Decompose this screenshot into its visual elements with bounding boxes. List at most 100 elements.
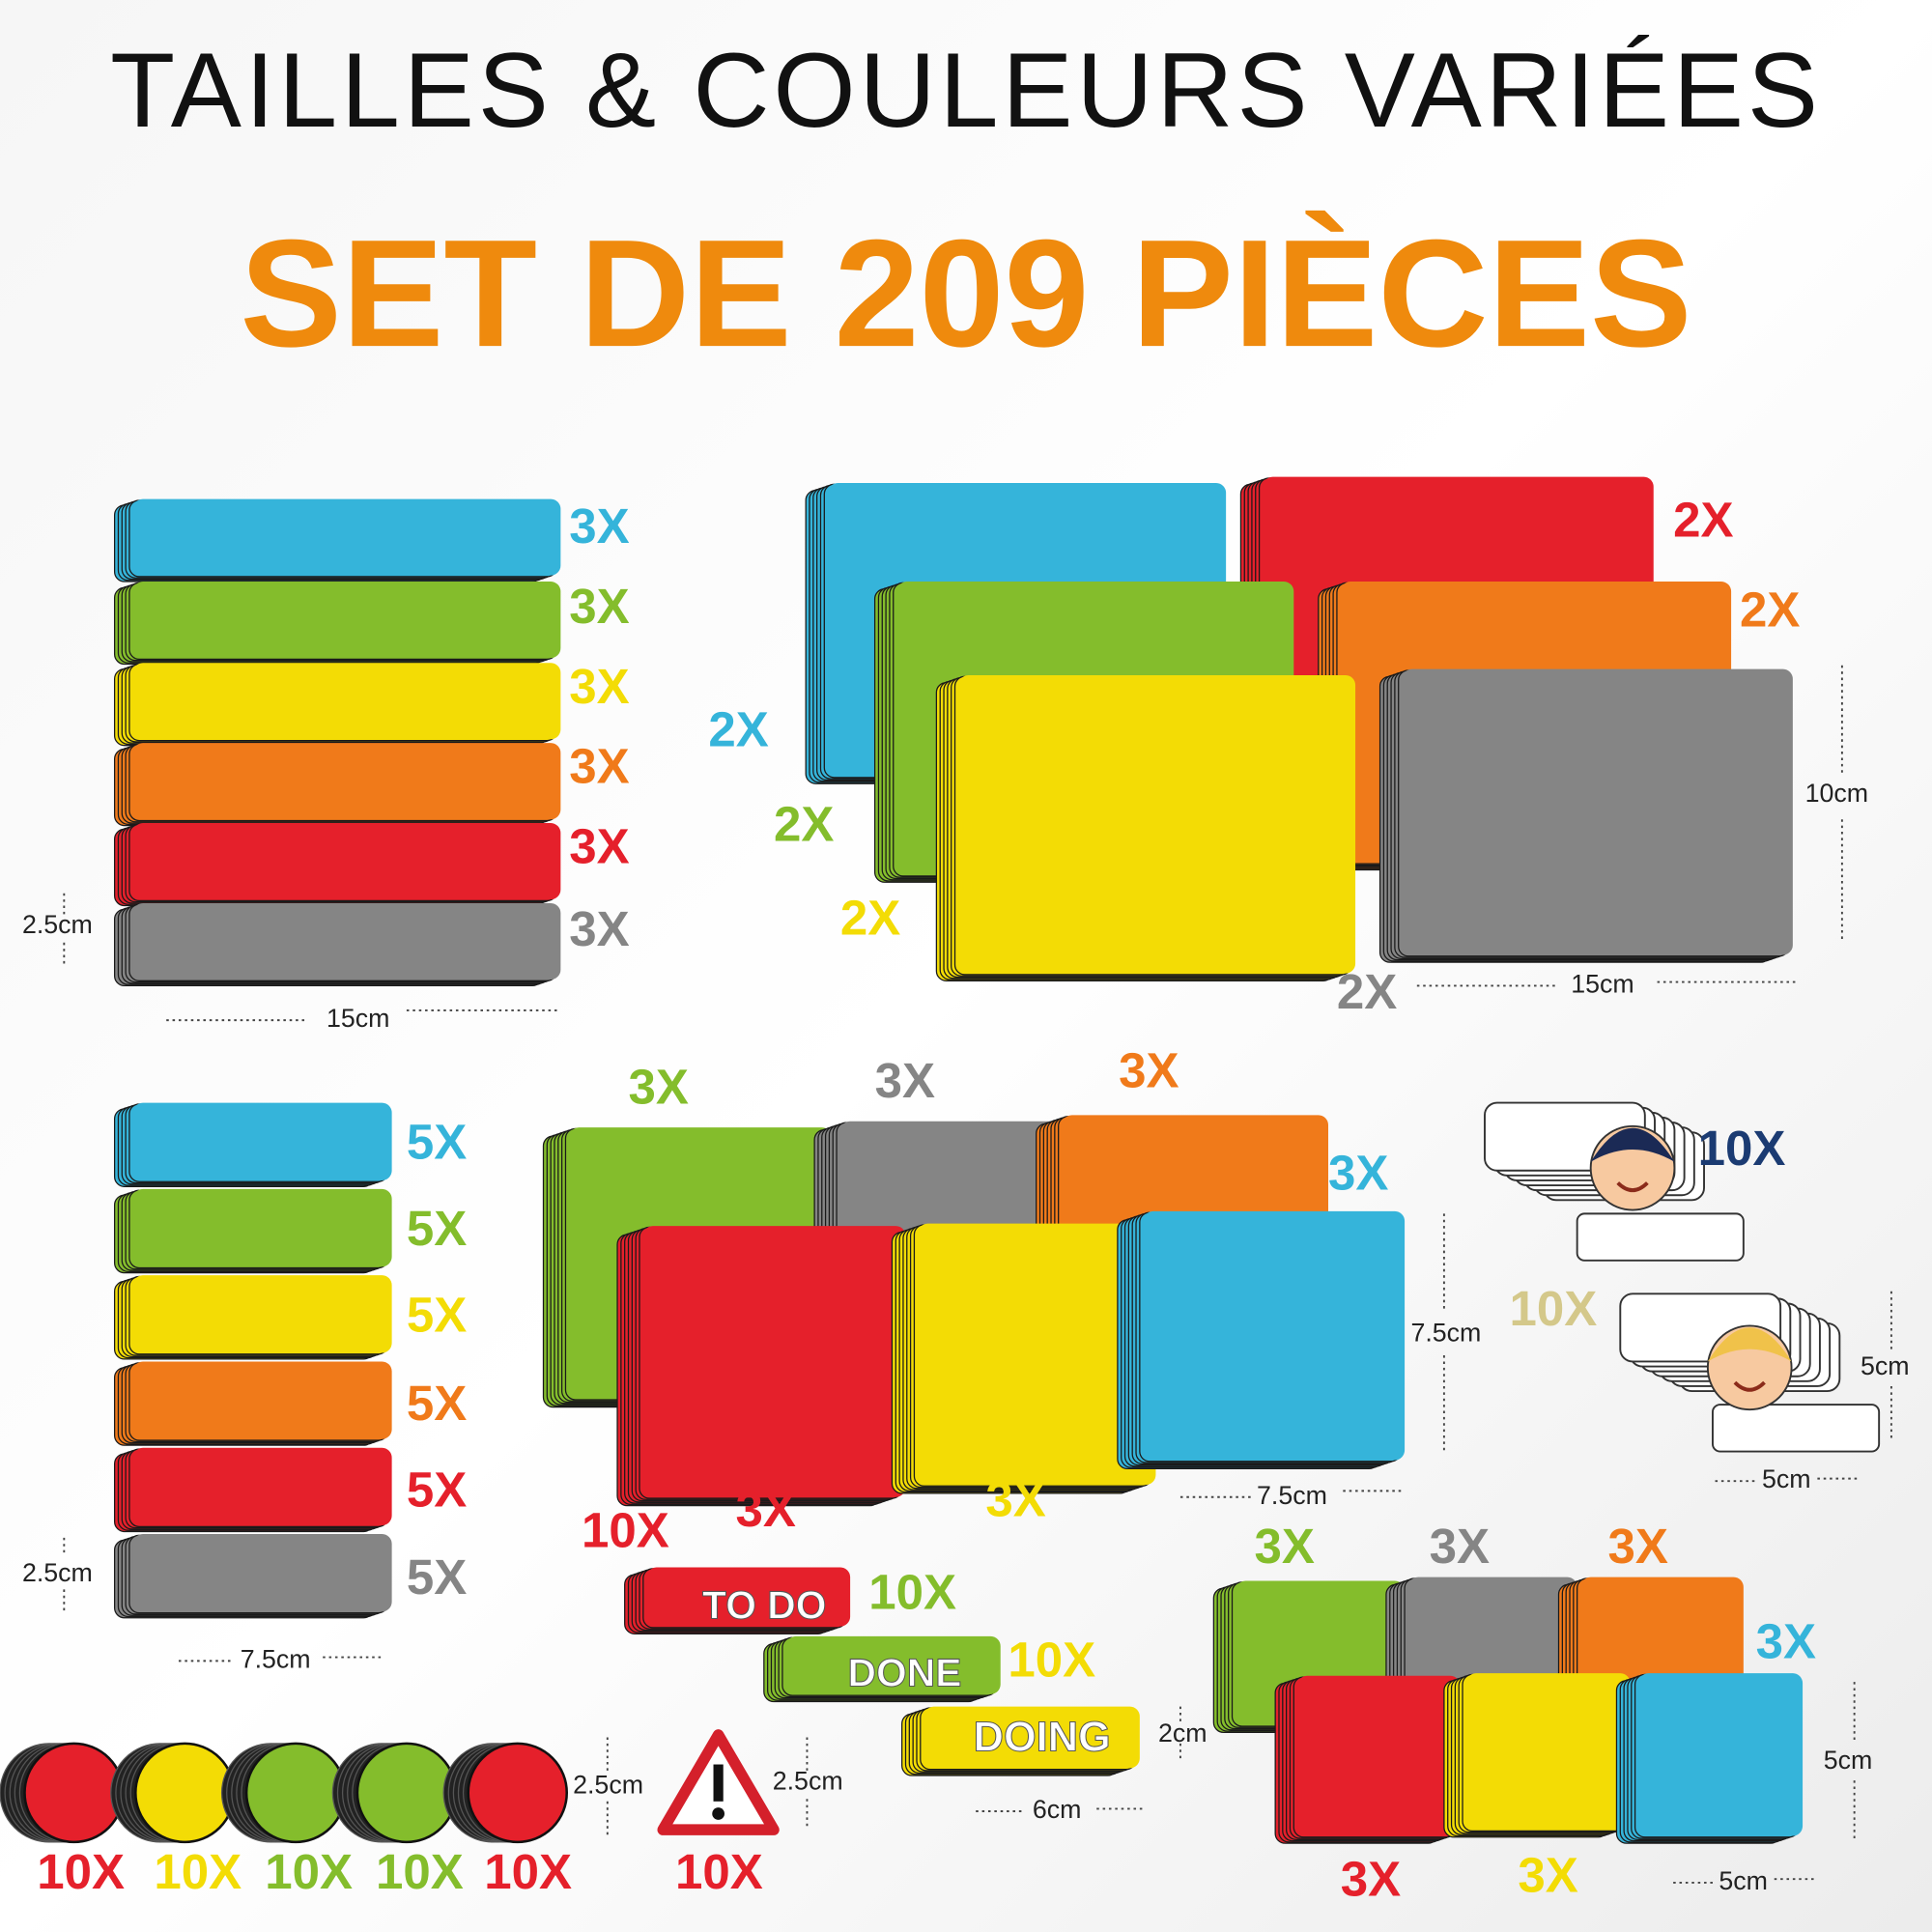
dimension-label: 15cm — [327, 1004, 389, 1033]
piece — [1297, 1675, 1461, 1836]
piece — [1638, 1673, 1804, 1836]
quantity-label: 10X — [376, 1844, 464, 1899]
quantity-label: 3X — [1518, 1848, 1577, 1903]
warning-mark — [713, 1764, 724, 1802]
piece — [785, 1635, 1001, 1694]
dimension-label: 2.5cm — [573, 1771, 643, 1800]
quantity-label: 3X — [569, 498, 629, 554]
piece — [132, 1447, 392, 1526]
quantity-label: 3X — [1430, 1519, 1490, 1574]
smile — [1733, 1380, 1766, 1392]
piece — [958, 674, 1356, 974]
piece — [132, 1534, 392, 1612]
dimension-label: 7.5cm — [1410, 1318, 1481, 1347]
dimension-label: 5cm — [1719, 1866, 1768, 1895]
quantity-label: 3X — [1119, 1043, 1179, 1098]
smile — [1616, 1181, 1649, 1193]
piece — [132, 1102, 392, 1180]
quantity-label: 5X — [407, 1462, 467, 1517]
dimension-label: 2.5cm — [773, 1767, 843, 1796]
quantity-label: 2X — [708, 701, 768, 756]
piece — [132, 902, 561, 980]
quantity-label: 2X — [774, 797, 834, 852]
piece — [918, 1223, 1156, 1485]
quantity-label: 10X — [1008, 1632, 1095, 1687]
pieces — [0, 476, 1892, 1884]
quantity-label: DONE — [848, 1650, 962, 1694]
quantity-label: 3X — [569, 819, 629, 874]
quantity-label: 2X — [840, 891, 900, 946]
emoji — [23, 1742, 125, 1844]
quantity-label: 2X — [1673, 493, 1733, 548]
quantity-label: 10X — [675, 1844, 763, 1899]
quantity-label: 5X — [407, 1287, 467, 1342]
emoji — [244, 1742, 347, 1844]
quantity-label: 3X — [1328, 1146, 1388, 1201]
quantity-label: 3X — [875, 1053, 935, 1108]
piece — [132, 582, 561, 659]
quantity-label: 3X — [985, 1472, 1045, 1527]
dimension-label: 6cm — [1033, 1795, 1082, 1824]
dimension-label: 5cm — [1762, 1464, 1811, 1493]
quantity-label: 10X — [265, 1844, 353, 1899]
quantity-label: 3X — [735, 1482, 795, 1537]
quantity-label: 3X — [1254, 1519, 1314, 1574]
emoji — [134, 1742, 236, 1844]
dimension-label: 15cm — [1571, 969, 1634, 998]
quantity-label: 5X — [407, 1549, 467, 1605]
piece — [132, 743, 561, 820]
quantity-label: 3X — [1756, 1613, 1816, 1668]
piece — [132, 1361, 392, 1439]
quantity-label: 5X — [407, 1201, 467, 1256]
piece — [646, 1567, 851, 1627]
quantity-label: 3X — [569, 901, 629, 956]
quantity-label: 5X — [407, 1115, 467, 1170]
quantity-label: 3X — [569, 659, 629, 714]
quantity-label: TO DO — [702, 1582, 826, 1627]
dimension-label: 5cm — [1824, 1746, 1873, 1775]
piece — [132, 498, 561, 576]
dimension-label: 2.5cm — [22, 910, 93, 939]
piece — [132, 663, 561, 740]
piece — [642, 1226, 906, 1497]
hair — [1590, 1127, 1675, 1162]
dimension-label: 7.5cm — [241, 1644, 311, 1673]
quantity-label: 2X — [1740, 582, 1800, 638]
quantity-label: 3X — [569, 739, 629, 794]
title: TAILLES & COULEURS VARIÉES — [110, 32, 1822, 150]
emoji — [355, 1742, 458, 1844]
emoji — [467, 1742, 569, 1844]
quantity-label: 10X — [582, 1502, 669, 1557]
warning-dot — [712, 1807, 724, 1820]
dimension-label: 10cm — [1805, 779, 1868, 808]
dimension-label: 7.5cm — [1257, 1481, 1327, 1510]
quantity-label: 10X — [484, 1844, 572, 1899]
dimension-label: 2.5cm — [22, 1558, 93, 1587]
quantity-label: 10X — [37, 1844, 125, 1899]
name-tag — [1576, 1212, 1745, 1262]
quantity-label: 3X — [1341, 1851, 1401, 1906]
piece — [132, 1275, 392, 1353]
dimension-label: 5cm — [1861, 1351, 1910, 1380]
quantity-label: 10X — [1510, 1281, 1598, 1336]
quantity-label: 2X — [1337, 964, 1397, 1019]
piece — [1143, 1210, 1406, 1461]
quantity-label: 5X — [407, 1376, 467, 1431]
piece — [132, 1188, 392, 1267]
dimension-label: 2cm — [1158, 1719, 1208, 1747]
hair — [1707, 1327, 1792, 1362]
subtitle: SET DE 209 PIÈCES — [240, 208, 1691, 379]
quantity-label: 3X — [569, 579, 629, 634]
piece — [1465, 1673, 1631, 1831]
quantity-label: 3X — [629, 1059, 689, 1114]
piece — [132, 823, 561, 900]
quantity-label: 10X — [868, 1564, 956, 1619]
quantity-label: 10X — [154, 1844, 242, 1899]
labels: 3X3X3X3X3X3X2.5cm15cm2X2X2X2X2X2X10cm15c… — [22, 493, 1910, 1907]
piece — [923, 1706, 1140, 1769]
quantity-label: DOING — [974, 1714, 1111, 1760]
quantity-label: 10X — [1698, 1121, 1786, 1176]
quantity-label: 3X — [1608, 1519, 1668, 1574]
piece — [1402, 668, 1793, 955]
